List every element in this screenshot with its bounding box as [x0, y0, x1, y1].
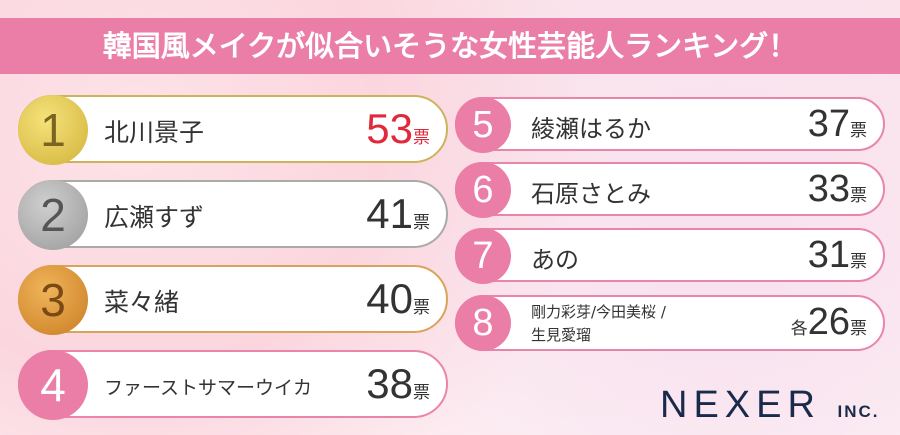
rank-badge: 8 — [455, 295, 511, 351]
unit: 票 — [850, 252, 867, 271]
vote-count: 26 — [807, 301, 850, 343]
votes: 53票 — [366, 105, 430, 153]
each-prefix: 各 — [790, 319, 808, 338]
votes: 38票 — [366, 360, 430, 408]
name: あの — [531, 246, 579, 274]
name: 広瀬すず — [104, 203, 205, 232]
silver-medal-icon: 2 — [18, 180, 88, 250]
ranking-row-8: 8 剛力彩芽/今田美桜 / 生見愛瑠 各26票 — [455, 295, 885, 351]
ranking-row-2: 2 広瀬すず 41票 — [18, 180, 448, 250]
unit: 票 — [413, 128, 430, 147]
vote-count: 53 — [366, 105, 413, 152]
logo-main: NEXER — [660, 384, 821, 426]
name: 剛力彩芽/今田美桜 / 生見愛瑠 — [531, 301, 666, 347]
ranking-row-7: 7 あの 31票 — [455, 228, 885, 284]
nexer-logo: NEXER INC. — [660, 384, 879, 427]
unit: 票 — [413, 298, 430, 317]
unit: 票 — [413, 383, 430, 402]
vote-count: 37 — [807, 103, 850, 145]
ranking-row-1: 1 北川景子 53票 — [18, 95, 448, 165]
votes: 33票 — [808, 168, 867, 211]
rank-badge: 7 — [455, 228, 511, 284]
rank-badge: 5 — [455, 97, 511, 153]
rank-badge: 4 — [18, 350, 88, 420]
gold-medal-icon: 1 — [18, 95, 88, 165]
name: ファーストサマーウイカ — [104, 377, 313, 399]
name-line-2: 生見愛瑠 — [531, 326, 592, 344]
vote-count: 38 — [366, 360, 413, 407]
logo-suffix: INC. — [837, 402, 880, 421]
name: 北川景子 — [104, 118, 205, 147]
vote-count: 41 — [366, 190, 413, 237]
votes: 41票 — [366, 190, 430, 238]
ranking-row-4: 4 ファーストサマーウイカ 38票 — [18, 350, 448, 420]
ranking-row-3: 3 菜々緒 40票 — [18, 265, 448, 335]
name: 石原さとみ — [531, 180, 651, 208]
unit: 票 — [850, 319, 867, 338]
vote-count: 40 — [366, 275, 413, 322]
unit: 票 — [413, 213, 430, 232]
votes: 37票 — [808, 103, 867, 146]
unit: 票 — [850, 186, 867, 205]
votes: 31票 — [808, 234, 867, 277]
unit: 票 — [850, 121, 867, 140]
votes: 40票 — [366, 275, 430, 323]
vote-count: 31 — [807, 234, 850, 276]
ranking-row-5: 5 綾瀬はるか 37票 — [455, 97, 885, 153]
ranking-row-6: 6 石原さとみ 33票 — [455, 162, 885, 218]
name-line-1: 剛力彩芽/今田美桜 / — [531, 303, 666, 321]
page-title: 韓国風メイクが似合いそうな女性芸能人ランキング！ — [0, 18, 900, 74]
name: 菜々緒 — [104, 288, 180, 317]
rank-badge: 6 — [455, 162, 511, 218]
votes: 各26票 — [791, 301, 867, 344]
bronze-medal-icon: 3 — [18, 265, 88, 335]
vote-count: 33 — [807, 168, 850, 210]
name: 綾瀬はるか — [531, 115, 651, 143]
